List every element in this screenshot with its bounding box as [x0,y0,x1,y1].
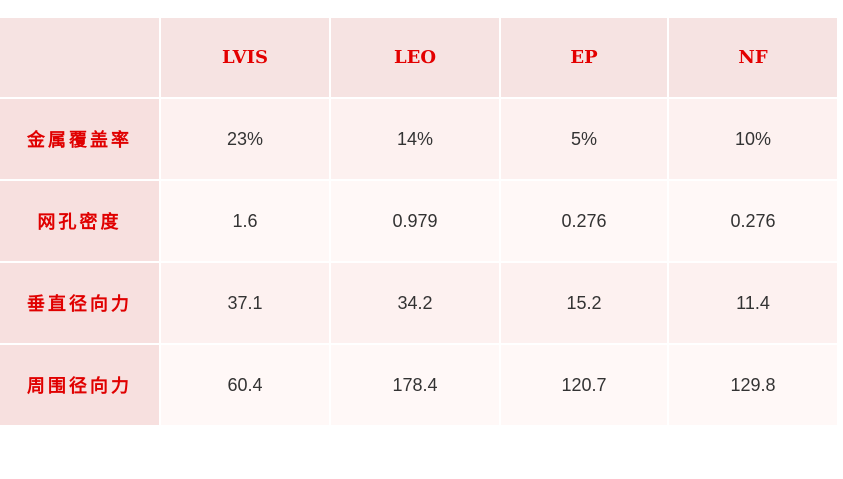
cell: 129.8 [668,344,839,427]
row-label: 周围径向力 [0,344,161,427]
header-row: LVIS LEO EP NF [0,18,839,99]
data-table: LVIS LEO EP NF 金属覆盖率 23% 14% 5% 10% 网孔密度 1.6 0.… [0,18,839,427]
column-header: LEO [330,18,501,99]
row-label: 垂直径向力 [0,262,161,345]
row-label: 网孔密度 [0,180,161,263]
cell: 1.6 [160,180,331,263]
cell: 60.4 [160,344,331,427]
cell: 23% [160,98,331,181]
cell: 120.7 [500,344,669,427]
cell: 0.276 [500,180,669,263]
cell: 5% [500,98,669,181]
table-row: 金属覆盖率 23% 14% 5% 10% [0,98,839,181]
cell: 15.2 [500,262,669,345]
cell: 11.4 [668,262,839,345]
table-body: 金属覆盖率 23% 14% 5% 10% 网孔密度 1.6 0.979 0.276 0.276 垂直… [0,98,839,427]
column-header: NF [668,18,839,99]
table-row: 周围径向力 60.4 178.4 120.7 129.8 [0,344,839,427]
cell: 14% [330,98,501,181]
table-row: 垂直径向力 37.1 34.2 15.2 11.4 [0,262,839,345]
table-row: 网孔密度 1.6 0.979 0.276 0.276 [0,180,839,263]
cell: 34.2 [330,262,501,345]
cell: 0.276 [668,180,839,263]
cell: 10% [668,98,839,181]
corner-cell [0,18,161,99]
cell: 178.4 [330,344,501,427]
cell: 0.979 [330,180,501,263]
column-header: LVIS [160,18,331,99]
row-label: 金属覆盖率 [0,98,161,181]
cell: 37.1 [160,262,331,345]
column-header: EP [500,18,669,99]
